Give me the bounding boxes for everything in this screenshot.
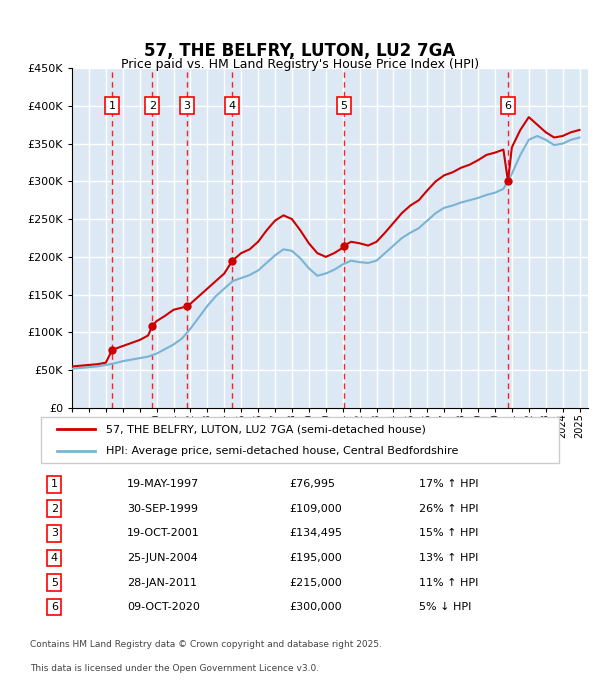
Text: 5: 5 [341, 101, 347, 111]
Text: 28-JAN-2011: 28-JAN-2011 [127, 577, 197, 588]
Text: 1: 1 [51, 479, 58, 489]
Text: 13% ↑ HPI: 13% ↑ HPI [419, 553, 478, 563]
Text: 3: 3 [51, 528, 58, 539]
Text: 11% ↑ HPI: 11% ↑ HPI [419, 577, 478, 588]
Text: 26% ↑ HPI: 26% ↑ HPI [419, 504, 478, 514]
Text: 2: 2 [51, 504, 58, 514]
Text: This data is licensed under the Open Government Licence v3.0.: This data is licensed under the Open Gov… [30, 664, 319, 673]
Text: £109,000: £109,000 [289, 504, 342, 514]
Text: 6: 6 [505, 101, 511, 111]
Text: 19-OCT-2001: 19-OCT-2001 [127, 528, 200, 539]
Text: 5: 5 [51, 577, 58, 588]
Text: 09-OCT-2020: 09-OCT-2020 [127, 602, 200, 612]
Text: 57, THE BELFRY, LUTON, LU2 7GA: 57, THE BELFRY, LUTON, LU2 7GA [145, 42, 455, 60]
Text: Price paid vs. HM Land Registry's House Price Index (HPI): Price paid vs. HM Land Registry's House … [121, 58, 479, 71]
Text: 25-JUN-2004: 25-JUN-2004 [127, 553, 198, 563]
Text: 2: 2 [149, 101, 156, 111]
Text: 15% ↑ HPI: 15% ↑ HPI [419, 528, 478, 539]
Text: 57, THE BELFRY, LUTON, LU2 7GA (semi-detached house): 57, THE BELFRY, LUTON, LU2 7GA (semi-det… [106, 424, 425, 434]
Text: 4: 4 [51, 553, 58, 563]
Text: £215,000: £215,000 [289, 577, 342, 588]
Text: 6: 6 [51, 602, 58, 612]
FancyBboxPatch shape [41, 418, 559, 463]
Text: 3: 3 [184, 101, 191, 111]
Text: 5% ↓ HPI: 5% ↓ HPI [419, 602, 471, 612]
Text: £300,000: £300,000 [289, 602, 342, 612]
Text: HPI: Average price, semi-detached house, Central Bedfordshire: HPI: Average price, semi-detached house,… [106, 445, 458, 456]
Text: 19-MAY-1997: 19-MAY-1997 [127, 479, 199, 489]
Text: Contains HM Land Registry data © Crown copyright and database right 2025.: Contains HM Land Registry data © Crown c… [30, 640, 382, 649]
Text: 30-SEP-1999: 30-SEP-1999 [127, 504, 198, 514]
Text: 1: 1 [109, 101, 116, 111]
Text: £134,495: £134,495 [289, 528, 342, 539]
Text: 4: 4 [229, 101, 236, 111]
Text: £195,000: £195,000 [289, 553, 342, 563]
Text: 17% ↑ HPI: 17% ↑ HPI [419, 479, 478, 489]
Text: £76,995: £76,995 [289, 479, 335, 489]
